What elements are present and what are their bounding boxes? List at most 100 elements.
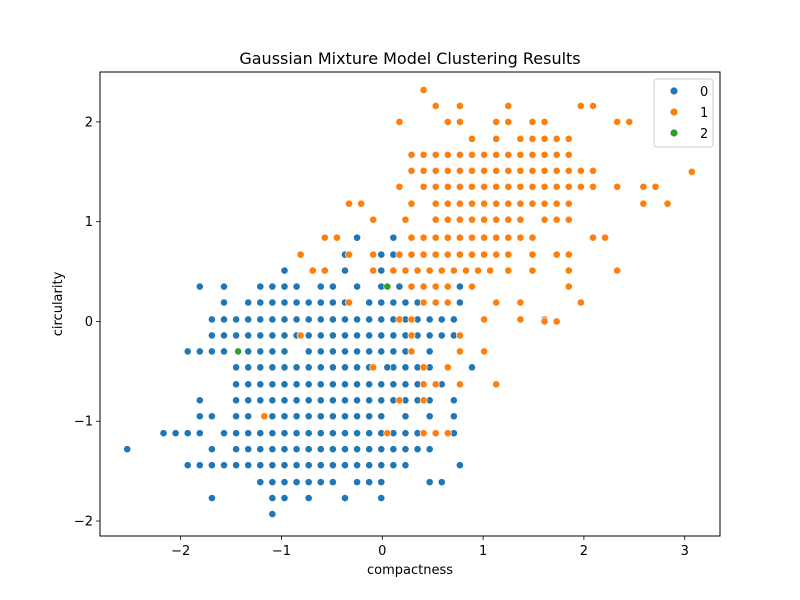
- scatter-point-cluster-0: [449, 412, 458, 421]
- scatter-point-cluster-0: [232, 461, 240, 470]
- scatter-point-cluster-1: [468, 150, 476, 159]
- scatter-point-cluster-0: [268, 331, 277, 340]
- x-tick-label: 1: [479, 544, 487, 559]
- scatter-point-cluster-1: [345, 298, 353, 307]
- scatter-point-cluster-0: [316, 347, 325, 356]
- scatter-point-cluster-0: [304, 363, 313, 372]
- scatter-point-cluster-0: [195, 429, 204, 438]
- scatter-point-cluster-0: [244, 412, 253, 421]
- scatter-point-cluster-1: [419, 182, 428, 191]
- scatter-point-cluster-1: [449, 266, 458, 275]
- scatter-point-cluster-0: [455, 282, 464, 291]
- scatter-point-cluster-1: [528, 266, 537, 275]
- scatter-point-cluster-1: [296, 250, 305, 259]
- scatter-point-cluster-1: [455, 182, 464, 191]
- scatter-point-cluster-0: [377, 380, 386, 389]
- scatter-point-cluster-0: [353, 380, 361, 389]
- scatter-point-cluster-1: [468, 282, 476, 291]
- scatter-point-cluster-0: [316, 363, 325, 372]
- scatter-point-cluster-0: [304, 315, 313, 324]
- scatter-point-cluster-1: [419, 363, 428, 372]
- scatter-point-cluster-1: [468, 166, 476, 175]
- scatter-point-cluster-1: [504, 166, 513, 175]
- scatter-point-cluster-0: [328, 282, 337, 291]
- scatter-point-cluster-0: [171, 429, 180, 438]
- scatter-point-cluster-0: [292, 429, 301, 438]
- scatter-point-cluster-1: [540, 150, 549, 159]
- scatter-point-cluster-0: [256, 298, 265, 307]
- scatter-point-cluster-0: [401, 298, 410, 307]
- scatter-point-cluster-0: [389, 380, 398, 389]
- scatter-point-cluster-1: [419, 233, 428, 242]
- scatter-point-cluster-1: [443, 363, 452, 372]
- scatter-point-cluster-1: [564, 150, 573, 159]
- scatter-point-cluster-1: [407, 166, 416, 175]
- scatter-point-cluster-0: [328, 380, 337, 389]
- scatter-point-cluster-0: [328, 412, 337, 421]
- scatter-point-cluster-1: [516, 166, 525, 175]
- scatter-point-cluster-0: [304, 396, 313, 405]
- scatter-point-cluster-0: [328, 429, 337, 438]
- scatter-point-cluster-1: [455, 380, 464, 389]
- scatter-point-cluster-1: [395, 117, 404, 126]
- scatter-point-cluster-1: [468, 182, 476, 191]
- scatter-point-cluster-0: [244, 380, 253, 389]
- scatter-point-cluster-1: [564, 182, 573, 191]
- scatter-point-cluster-0: [437, 315, 446, 324]
- scatter-point-cluster-1: [504, 233, 513, 242]
- scatter-point-cluster-0: [304, 347, 313, 356]
- scatter-point-cluster-1: [474, 266, 482, 275]
- scatter-point-cluster-1: [407, 315, 416, 324]
- scatter-point-cluster-0: [123, 445, 132, 454]
- scatter-point-cluster-0: [268, 396, 277, 405]
- scatter-point-cluster-0: [377, 461, 386, 470]
- scatter-point-cluster-1: [480, 233, 488, 242]
- scatter-point-cluster-1: [468, 134, 476, 143]
- scatter-point-cluster-0: [292, 282, 301, 291]
- scatter-point-cluster-0: [353, 412, 361, 421]
- legend-label-0: 0: [700, 85, 708, 100]
- scatter-point-cluster-1: [528, 233, 537, 242]
- scatter-point-cluster-0: [268, 445, 277, 454]
- scatter-point-cluster-0: [365, 412, 374, 421]
- chart-title: Gaussian Mixture Model Clustering Result…: [239, 49, 580, 68]
- scatter-point-cluster-0: [244, 461, 253, 470]
- scatter-point-cluster-1: [504, 250, 513, 259]
- scatter-point-cluster-0: [316, 461, 325, 470]
- scatter-point-cluster-1: [308, 266, 317, 275]
- scatter-point-cluster-0: [256, 282, 265, 291]
- scatter-point-cluster-1: [540, 317, 549, 326]
- scatter-point-cluster-1: [345, 199, 353, 208]
- scatter-point-cluster-0: [316, 331, 325, 340]
- y-tick-label: 2: [85, 115, 93, 130]
- scatter-point-cluster-1: [564, 166, 573, 175]
- scatter-point-cluster-0: [353, 363, 361, 372]
- scatter-point-cluster-1: [552, 250, 561, 259]
- scatter-point-cluster-1: [419, 380, 428, 389]
- scatter-point-cluster-0: [232, 363, 240, 372]
- scatter-point-cluster-1: [564, 134, 573, 143]
- scatter-point-cluster-0: [268, 461, 277, 470]
- y-tick-label: 0: [85, 315, 93, 330]
- scatter-point-cluster-0: [207, 494, 216, 502]
- scatter-point-cluster-0: [425, 331, 434, 340]
- scatter-point-cluster-0: [256, 461, 265, 470]
- scatter-point-cluster-0: [232, 315, 240, 324]
- scatter-point-cluster-1: [419, 86, 428, 94]
- scatter-point-cluster-1: [564, 215, 573, 224]
- scatter-point-cluster-1: [357, 199, 366, 208]
- scatter-point-cluster-1: [419, 250, 428, 259]
- scatter-point-cluster-1: [455, 250, 464, 259]
- scatter-point-cluster-0: [304, 380, 313, 389]
- scatter-point-cluster-1: [407, 347, 416, 356]
- scatter-point-cluster-1: [552, 150, 561, 159]
- scatter-point-cluster-0: [341, 331, 349, 340]
- scatter-point-cluster-1: [540, 134, 549, 143]
- scatter-point-cluster-1: [468, 215, 476, 224]
- scatter-point-cluster-0: [280, 494, 289, 502]
- scatter-point-cluster-1: [480, 347, 488, 356]
- scatter-point-cluster-1: [320, 266, 329, 275]
- scatter-point-cluster-0: [395, 282, 404, 291]
- scatter-point-cluster-1: [431, 250, 440, 259]
- scatter-point-cluster-1: [492, 250, 501, 259]
